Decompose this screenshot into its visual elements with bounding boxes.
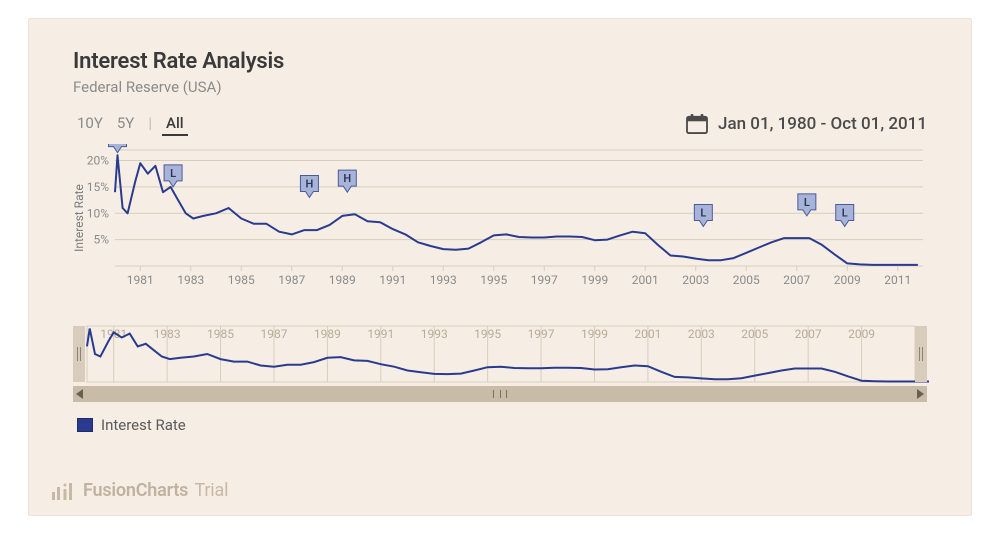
chart-header: Interest Rate Analysis Federal Reserve (… bbox=[29, 19, 971, 96]
main-chart[interactable]: Interest Rate 5% 10% 15% 20% 1981 1983 1985 198… bbox=[73, 144, 927, 292]
toolbar: 10Y 5Y | All Jan 01, 1980 - Oct 01, 2011 bbox=[29, 96, 971, 136]
scroll-left-icon[interactable] bbox=[76, 389, 83, 399]
chart-flag[interactable]: H bbox=[338, 170, 356, 192]
watermark: FusionCharts Trial bbox=[51, 480, 228, 501]
navigator[interactable]: 1981198319851987198919911993199519971999… bbox=[73, 316, 927, 402]
scroll-right-icon[interactable] bbox=[917, 389, 924, 399]
chart-flag[interactable]: L bbox=[164, 165, 182, 187]
chart-subtitle: Federal Reserve (USA) bbox=[73, 78, 927, 96]
chart-flag[interactable]: L bbox=[836, 204, 854, 226]
svg-text:2009: 2009 bbox=[834, 273, 861, 287]
range-separator: | bbox=[148, 114, 152, 132]
chart-title: Interest Rate Analysis bbox=[73, 49, 927, 74]
svg-text:L: L bbox=[170, 167, 176, 180]
svg-text:H: H bbox=[114, 144, 122, 146]
svg-text:1995: 1995 bbox=[474, 327, 501, 341]
svg-text:1999: 1999 bbox=[581, 273, 608, 287]
svg-text:10%: 10% bbox=[87, 206, 109, 220]
scroll-grip-icon[interactable] bbox=[493, 390, 507, 398]
brand-logo-icon bbox=[51, 481, 73, 501]
range-button-all[interactable]: All bbox=[162, 112, 188, 136]
svg-text:H: H bbox=[343, 172, 351, 185]
svg-text:1981: 1981 bbox=[127, 273, 154, 287]
svg-text:2007: 2007 bbox=[783, 273, 810, 287]
legend: Interest Rate bbox=[77, 416, 971, 434]
chart-flag[interactable]: H bbox=[300, 175, 318, 197]
svg-text:L: L bbox=[804, 196, 810, 209]
svg-text:1997: 1997 bbox=[531, 273, 558, 287]
chart-flag[interactable]: L bbox=[694, 204, 712, 226]
navigator-scrollbar[interactable] bbox=[73, 386, 927, 402]
svg-text:1983: 1983 bbox=[154, 327, 181, 341]
svg-text:1989: 1989 bbox=[314, 327, 341, 341]
legend-swatch bbox=[77, 418, 93, 432]
svg-text:1991: 1991 bbox=[379, 273, 406, 287]
svg-text:15%: 15% bbox=[87, 180, 109, 194]
chart-panel: Interest Rate Analysis Federal Reserve (… bbox=[28, 18, 972, 516]
svg-text:2005: 2005 bbox=[741, 327, 768, 341]
main-chart-svg: 5% 10% 15% 20% 1981 1983 1985 1987 1989 1991 1993 1… bbox=[73, 144, 929, 292]
svg-text:20%: 20% bbox=[87, 154, 109, 168]
svg-text:1993: 1993 bbox=[421, 327, 448, 341]
svg-text:1989: 1989 bbox=[329, 273, 356, 287]
svg-text:1993: 1993 bbox=[430, 273, 457, 287]
svg-text:1985: 1985 bbox=[207, 327, 234, 341]
svg-text:5%: 5% bbox=[93, 233, 109, 247]
navigator-handle-left[interactable] bbox=[73, 326, 85, 382]
svg-text:2003: 2003 bbox=[688, 327, 715, 341]
svg-text:1999: 1999 bbox=[581, 327, 608, 341]
svg-text:1995: 1995 bbox=[480, 273, 507, 287]
svg-text:2005: 2005 bbox=[733, 273, 760, 287]
svg-text:2007: 2007 bbox=[795, 327, 822, 341]
chart-flag[interactable]: H bbox=[109, 144, 127, 153]
svg-text:2011: 2011 bbox=[884, 273, 911, 287]
svg-text:1987: 1987 bbox=[278, 273, 305, 287]
watermark-brand: FusionCharts Trial bbox=[83, 480, 228, 501]
svg-text:1985: 1985 bbox=[228, 273, 255, 287]
navigator-handle-right[interactable] bbox=[915, 326, 927, 382]
svg-text:H: H bbox=[306, 177, 314, 190]
chart-flag[interactable]: L bbox=[798, 194, 816, 216]
range-button-group: 10Y 5Y | All bbox=[73, 112, 188, 136]
svg-text:L: L bbox=[842, 206, 848, 219]
svg-text:1991: 1991 bbox=[367, 327, 394, 341]
svg-text:2003: 2003 bbox=[682, 273, 709, 287]
y-axis-title: Interest Rate bbox=[72, 184, 86, 252]
svg-text:1987: 1987 bbox=[260, 327, 287, 341]
svg-text:2001: 2001 bbox=[634, 327, 661, 341]
calendar-icon bbox=[686, 114, 708, 134]
range-button-10y[interactable]: 10Y bbox=[73, 112, 107, 134]
date-range-picker[interactable]: Jan 01, 1980 - Oct 01, 2011 bbox=[686, 114, 927, 134]
range-button-5y[interactable]: 5Y bbox=[113, 112, 138, 134]
navigator-svg: 1981198319851987198919911993199519971999… bbox=[73, 318, 929, 384]
svg-text:2001: 2001 bbox=[632, 273, 659, 287]
svg-text:1983: 1983 bbox=[177, 273, 204, 287]
date-range-label: Jan 01, 1980 - Oct 01, 2011 bbox=[718, 114, 927, 134]
svg-text:2009: 2009 bbox=[848, 327, 875, 341]
legend-label: Interest Rate bbox=[101, 416, 186, 434]
svg-text:L: L bbox=[700, 206, 706, 219]
svg-text:1997: 1997 bbox=[528, 327, 555, 341]
